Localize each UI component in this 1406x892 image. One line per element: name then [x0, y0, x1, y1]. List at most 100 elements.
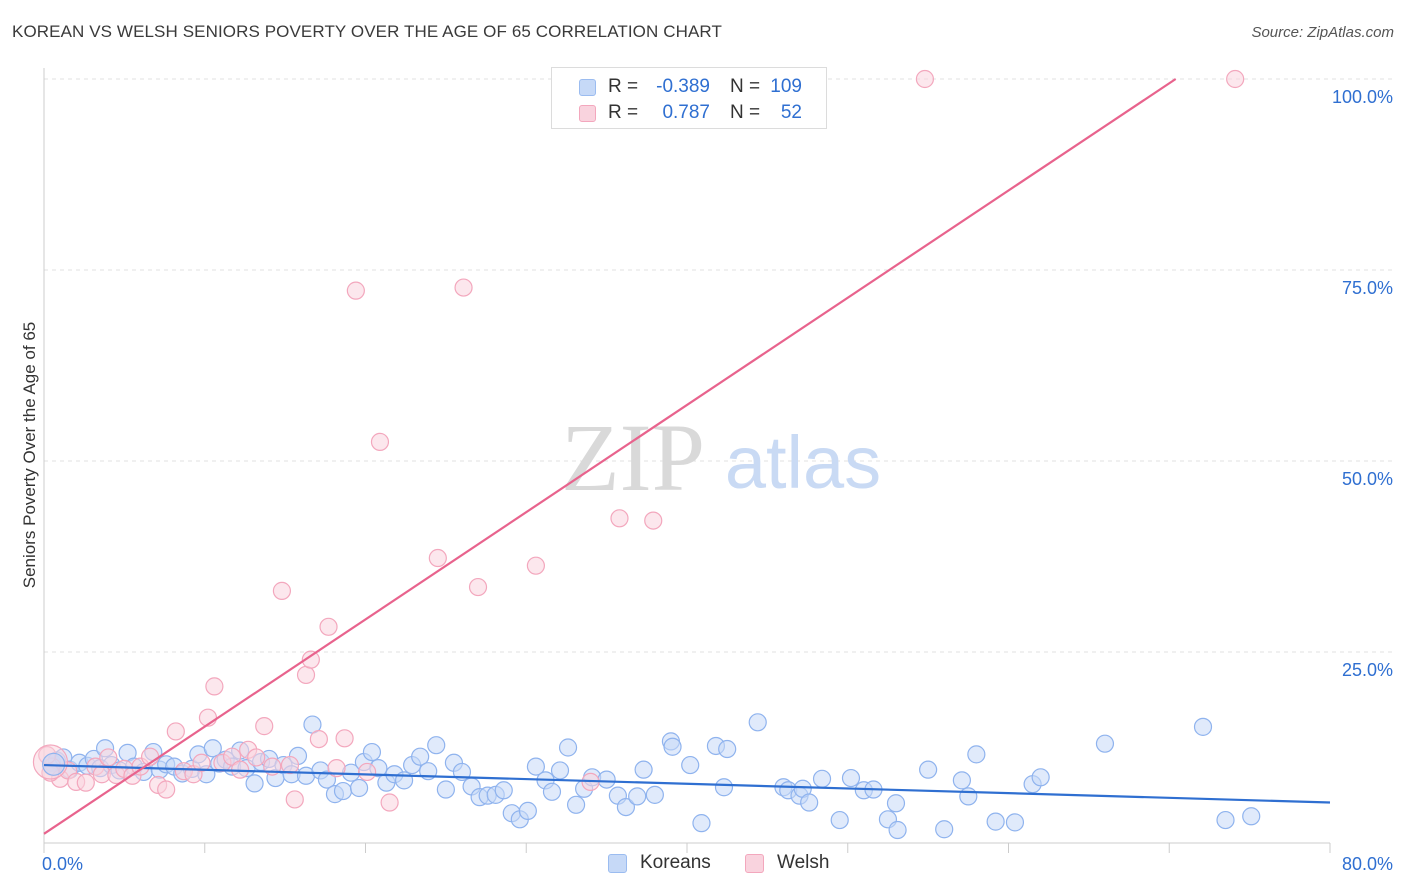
- welsh-point: [610, 509, 629, 528]
- welsh-point: [454, 278, 473, 297]
- koreans-point: [526, 757, 545, 776]
- welsh-point: [319, 617, 338, 636]
- koreans-point: [986, 812, 1005, 831]
- r-label: R =: [608, 102, 639, 123]
- koreans-point: [718, 739, 737, 759]
- koreans-point: [935, 820, 954, 839]
- koreans-point: [362, 742, 382, 762]
- koreans-point: [959, 787, 978, 806]
- koreans-point: [681, 755, 700, 775]
- koreans-point: [888, 820, 907, 840]
- y-tick-label: 75.0%: [1342, 278, 1393, 298]
- koreans-point: [558, 738, 578, 757]
- welsh-point: [1226, 69, 1245, 89]
- x-tick-label: 80.0%: [1342, 854, 1393, 874]
- koreans-point: [616, 797, 636, 817]
- trend-lines: [43, 78, 1331, 835]
- koreans-point: [634, 760, 653, 779]
- welsh-point: [280, 755, 300, 775]
- stats-row-koreans: R = -0.389 N = 109: [552, 75, 826, 101]
- koreans-swatch: [579, 79, 596, 96]
- koreans-point: [919, 760, 938, 779]
- koreans-point: [967, 745, 986, 764]
- welsh-legend-swatch: [745, 854, 764, 873]
- welsh-point: [309, 729, 328, 749]
- stats-row-welsh: R = 0.787 N = 52: [552, 101, 826, 127]
- koreans-point: [1216, 810, 1235, 830]
- koreans-trend-line: [43, 763, 1331, 804]
- koreans-point: [550, 761, 570, 780]
- welsh-point: [166, 722, 185, 741]
- data-points: [32, 69, 1261, 840]
- r-label: R =: [608, 76, 639, 97]
- welsh-point: [222, 747, 242, 766]
- welsh-point: [380, 793, 399, 812]
- koreans-point: [628, 787, 647, 806]
- grid-lines: [44, 78, 1395, 653]
- x-tick-label: 0.0%: [42, 854, 83, 874]
- welsh-point: [296, 665, 316, 685]
- koreans-point: [597, 770, 616, 789]
- koreans-point: [841, 768, 861, 788]
- koreans-point: [645, 785, 664, 804]
- axes: [43, 68, 1331, 853]
- stats-box: R = -0.389 N = 109 R = 0.787 N = 52: [551, 67, 827, 129]
- koreans-point: [349, 778, 369, 798]
- koreans-point: [542, 782, 562, 801]
- koreans-point: [812, 769, 832, 788]
- welsh-point: [76, 773, 95, 792]
- koreans-point: [411, 747, 430, 766]
- koreans-point: [714, 778, 734, 797]
- welsh-point: [346, 281, 365, 300]
- watermark-atlas: atlas: [725, 421, 881, 504]
- koreans-point: [1031, 768, 1050, 787]
- welsh-point: [468, 577, 488, 597]
- n-label: N =: [730, 102, 761, 123]
- welsh-point: [247, 748, 266, 767]
- koreans-point: [692, 814, 711, 833]
- legend-label: Welsh: [777, 852, 830, 873]
- y-axis-label: Seniors Poverty Over the Age of 65: [20, 321, 39, 589]
- koreans-point: [663, 737, 682, 756]
- koreans-point: [1242, 807, 1261, 826]
- koreans-point: [518, 801, 537, 821]
- koreans-points: [42, 713, 1261, 840]
- welsh-point: [526, 556, 545, 575]
- welsh-point: [272, 581, 292, 600]
- koreans-point: [566, 795, 586, 814]
- welsh-point: [644, 511, 663, 530]
- r-value: 0.787: [662, 102, 710, 123]
- welsh-point: [358, 762, 377, 782]
- tick-labels: 25.0% 50.0% 75.0% 100.0% 0.0% 80.0%: [42, 87, 1393, 874]
- r-value: -0.389: [656, 76, 710, 97]
- koreans-legend-swatch: [608, 854, 627, 873]
- koreans-point: [886, 794, 906, 813]
- welsh-point: [205, 677, 224, 696]
- welsh-point: [428, 548, 447, 568]
- welsh-point: [192, 753, 211, 772]
- n-label: N =: [730, 76, 761, 97]
- koreans-point: [333, 781, 353, 801]
- koreans-point: [800, 793, 819, 812]
- y-tick-label: 25.0%: [1342, 660, 1393, 680]
- watermark-zip: ZIP: [561, 404, 705, 511]
- koreans-point: [203, 739, 222, 758]
- welsh-point: [370, 432, 390, 451]
- koreans-point: [830, 810, 849, 830]
- welsh-point: [157, 780, 176, 799]
- koreans-point: [494, 781, 513, 800]
- welsh-point: [301, 650, 320, 669]
- welsh-point: [285, 790, 304, 809]
- chart-title: KOREAN VS WELSH SENIORS POVERTY OVER THE…: [12, 22, 722, 41]
- welsh-point: [335, 729, 354, 748]
- koreans-point: [436, 780, 455, 799]
- y-tick-label: 100.0%: [1332, 87, 1393, 107]
- koreans-point: [1193, 717, 1213, 736]
- koreans-point: [748, 713, 767, 732]
- n-value: 109: [770, 76, 802, 97]
- welsh-point: [255, 717, 274, 736]
- koreans-point: [952, 771, 971, 790]
- welsh-point: [99, 748, 118, 767]
- n-value: 52: [780, 102, 802, 123]
